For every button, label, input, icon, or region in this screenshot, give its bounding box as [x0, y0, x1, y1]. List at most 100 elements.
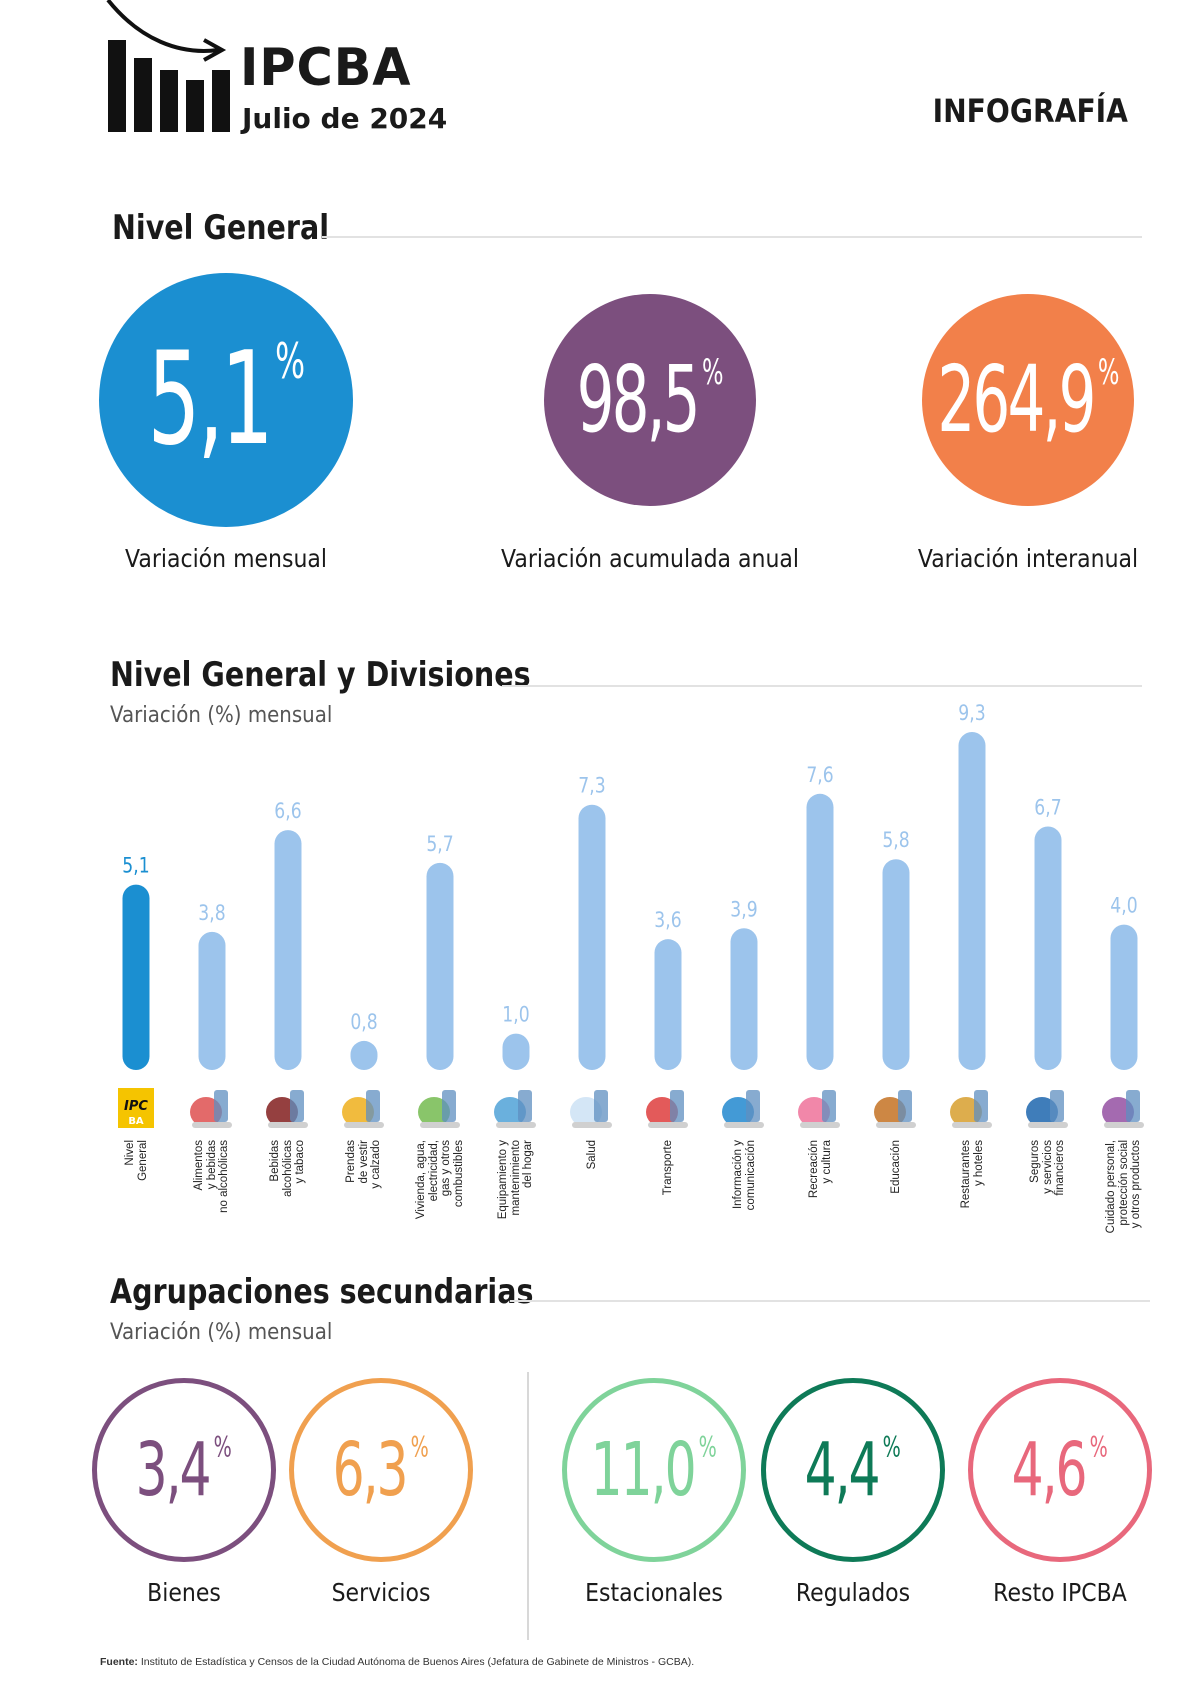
divider	[510, 1300, 1150, 1302]
bar	[502, 1033, 530, 1070]
category-label: Seguros y servicios financieros	[1029, 1140, 1067, 1196]
group-label: Estacionales	[585, 1578, 723, 1607]
bar	[654, 939, 682, 1070]
svg-text:BA: BA	[128, 1116, 144, 1127]
document-tag: INFOGRAFÍA	[932, 92, 1128, 130]
bar	[882, 859, 910, 1070]
group-label: Regulados	[795, 1578, 911, 1607]
kpi-value-group: 5,1%	[147, 336, 304, 464]
wine-bottle-icon	[266, 1090, 308, 1128]
group-ring: 3,4%	[92, 1378, 276, 1562]
percent-sign: %	[410, 1431, 430, 1465]
group-value: 3,4	[135, 1427, 212, 1513]
kpi-value-group: 98,5%	[577, 354, 724, 446]
bar-value-label: 6,7	[1034, 795, 1061, 820]
bank-icon	[1026, 1090, 1068, 1128]
bar	[730, 928, 758, 1070]
bar-value-label: 5,7	[426, 831, 453, 856]
section-title-agrupaciones: Agrupaciones secundarias	[110, 1272, 534, 1312]
source-label: Fuente:	[100, 1656, 138, 1668]
divider	[322, 236, 1142, 238]
group-ring: 4,6%	[968, 1378, 1152, 1562]
group-ring: 4,4%	[761, 1378, 945, 1562]
bar-value-label: 0,8	[350, 1009, 377, 1034]
group-ring: 6,3%	[289, 1378, 473, 1562]
svg-text:IPC: IPC	[124, 1099, 148, 1114]
bar-value-label: 3,8	[198, 900, 225, 925]
bar	[958, 732, 986, 1070]
bar-value-label: 4,0	[1110, 893, 1137, 918]
category-label: Equipamiento y mantenimiento del hogar	[497, 1140, 535, 1220]
bar-value-label: 3,9	[730, 897, 757, 922]
cutlery-icon	[950, 1090, 992, 1128]
bar-value-label: 5,1	[122, 853, 149, 878]
bar	[198, 931, 226, 1070]
personal-care-icon	[1102, 1090, 1144, 1128]
source-text: Instituto de Estadística y Censos de la …	[140, 1656, 695, 1668]
percent-sign: %	[213, 1431, 233, 1465]
computer-icon	[722, 1090, 764, 1128]
bar	[274, 830, 302, 1070]
bar	[122, 884, 150, 1070]
category-label: Bebidas alcohólicas y tabaco	[269, 1140, 307, 1197]
group-value-group: 6,3%	[333, 1433, 429, 1507]
kpi-circle: 98,5%	[544, 294, 756, 506]
group-label: Resto IPCBA	[993, 1578, 1127, 1607]
kpi-label: Variación mensual	[125, 544, 327, 573]
kpi-circle: 5,1%	[99, 273, 353, 527]
category-label: Recreación y cultura	[807, 1140, 833, 1199]
group-label: Servicios	[331, 1578, 431, 1607]
bar-value-label: 1,0	[502, 1002, 529, 1027]
school-icon	[874, 1090, 916, 1128]
kpi-circle: 264,9%	[922, 294, 1134, 506]
bar-value-label: 7,6	[806, 762, 833, 787]
section-title-nivel-general: Nivel General	[112, 208, 330, 248]
kpi-label: Variación interanual	[917, 544, 1139, 573]
group-value-group: 11,0%	[591, 1433, 717, 1507]
report-period: Julio de 2024	[242, 102, 448, 135]
section-subtitle-agrupaciones: Variación (%) mensual	[110, 1320, 333, 1345]
jacket-icon	[342, 1090, 384, 1128]
divider	[502, 685, 1142, 687]
kpi-value: 98,5	[576, 346, 701, 453]
kpi-label: Variación acumulada anual	[501, 544, 799, 573]
group-ring: 11,0%	[562, 1378, 746, 1562]
kpi-value: 264,9	[937, 346, 1096, 453]
percent-sign: %	[274, 334, 305, 391]
food-icon	[190, 1090, 232, 1128]
divisiones-bar-chart: 5,1 IPC BA 3,8 6,6 0,8 5,7 1,0 7,3 3,6 3,9 7,6 5,8 9,…	[118, 700, 1144, 1128]
ipcba-logo-icon: IPC BA	[118, 1088, 154, 1128]
category-label: Educación	[889, 1140, 902, 1194]
bar-value-label: 6,6	[274, 798, 301, 823]
source-note: Fuente: Instituto de Estadística y Censo…	[100, 1656, 694, 1668]
group-value: 6,3	[332, 1427, 409, 1513]
bar	[578, 804, 606, 1070]
bar-value-label: 5,8	[882, 828, 909, 853]
theater-masks-icon	[798, 1090, 840, 1128]
group-value: 4,6	[1011, 1427, 1088, 1513]
category-label: Salud	[585, 1140, 598, 1170]
group-value-group: 4,6%	[1012, 1433, 1108, 1507]
bar-value-label: 3,6	[654, 907, 681, 932]
section-subtitle-divisiones: Variación (%) mensual	[110, 703, 333, 728]
percent-sign: %	[698, 1431, 718, 1465]
car-plane-icon	[646, 1090, 688, 1128]
percent-sign: %	[882, 1431, 902, 1465]
washing-machine-icon	[494, 1090, 536, 1128]
category-label: Prendas de vestir y calzado	[345, 1140, 383, 1189]
bar	[350, 1040, 378, 1070]
category-label: Cuidado personal, protección social y ot…	[1105, 1140, 1143, 1234]
app-title: IPCBA	[240, 38, 412, 98]
group-label: Bienes	[147, 1578, 221, 1607]
percent-sign: %	[1089, 1431, 1109, 1465]
group-value-group: 4,4%	[805, 1433, 901, 1507]
kpi-value-group: 264,9%	[937, 354, 1119, 446]
group-value: 11,0	[590, 1427, 697, 1513]
doctor-icon	[570, 1090, 612, 1128]
bar	[1034, 826, 1062, 1070]
category-label: Vivienda, agua, electricidad, gas y otro…	[415, 1140, 465, 1220]
category-label: Transporte	[661, 1140, 674, 1196]
category-label: Alimentos y bebidas no alcohólicas	[193, 1140, 231, 1213]
percent-sign: %	[701, 352, 724, 393]
bar-value-label: 9,3	[958, 700, 985, 725]
